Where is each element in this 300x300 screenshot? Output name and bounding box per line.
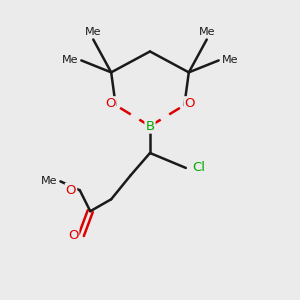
Text: Me: Me (62, 56, 78, 65)
Text: Me: Me (85, 26, 101, 37)
Text: O: O (184, 97, 195, 110)
Text: O: O (66, 184, 76, 197)
Text: O: O (68, 229, 78, 242)
Text: O: O (105, 97, 116, 110)
Text: B: B (146, 120, 154, 133)
Text: Me: Me (41, 176, 57, 186)
Text: Me: Me (222, 56, 238, 65)
Text: Cl: Cl (192, 161, 206, 174)
Text: Me: Me (199, 26, 215, 37)
